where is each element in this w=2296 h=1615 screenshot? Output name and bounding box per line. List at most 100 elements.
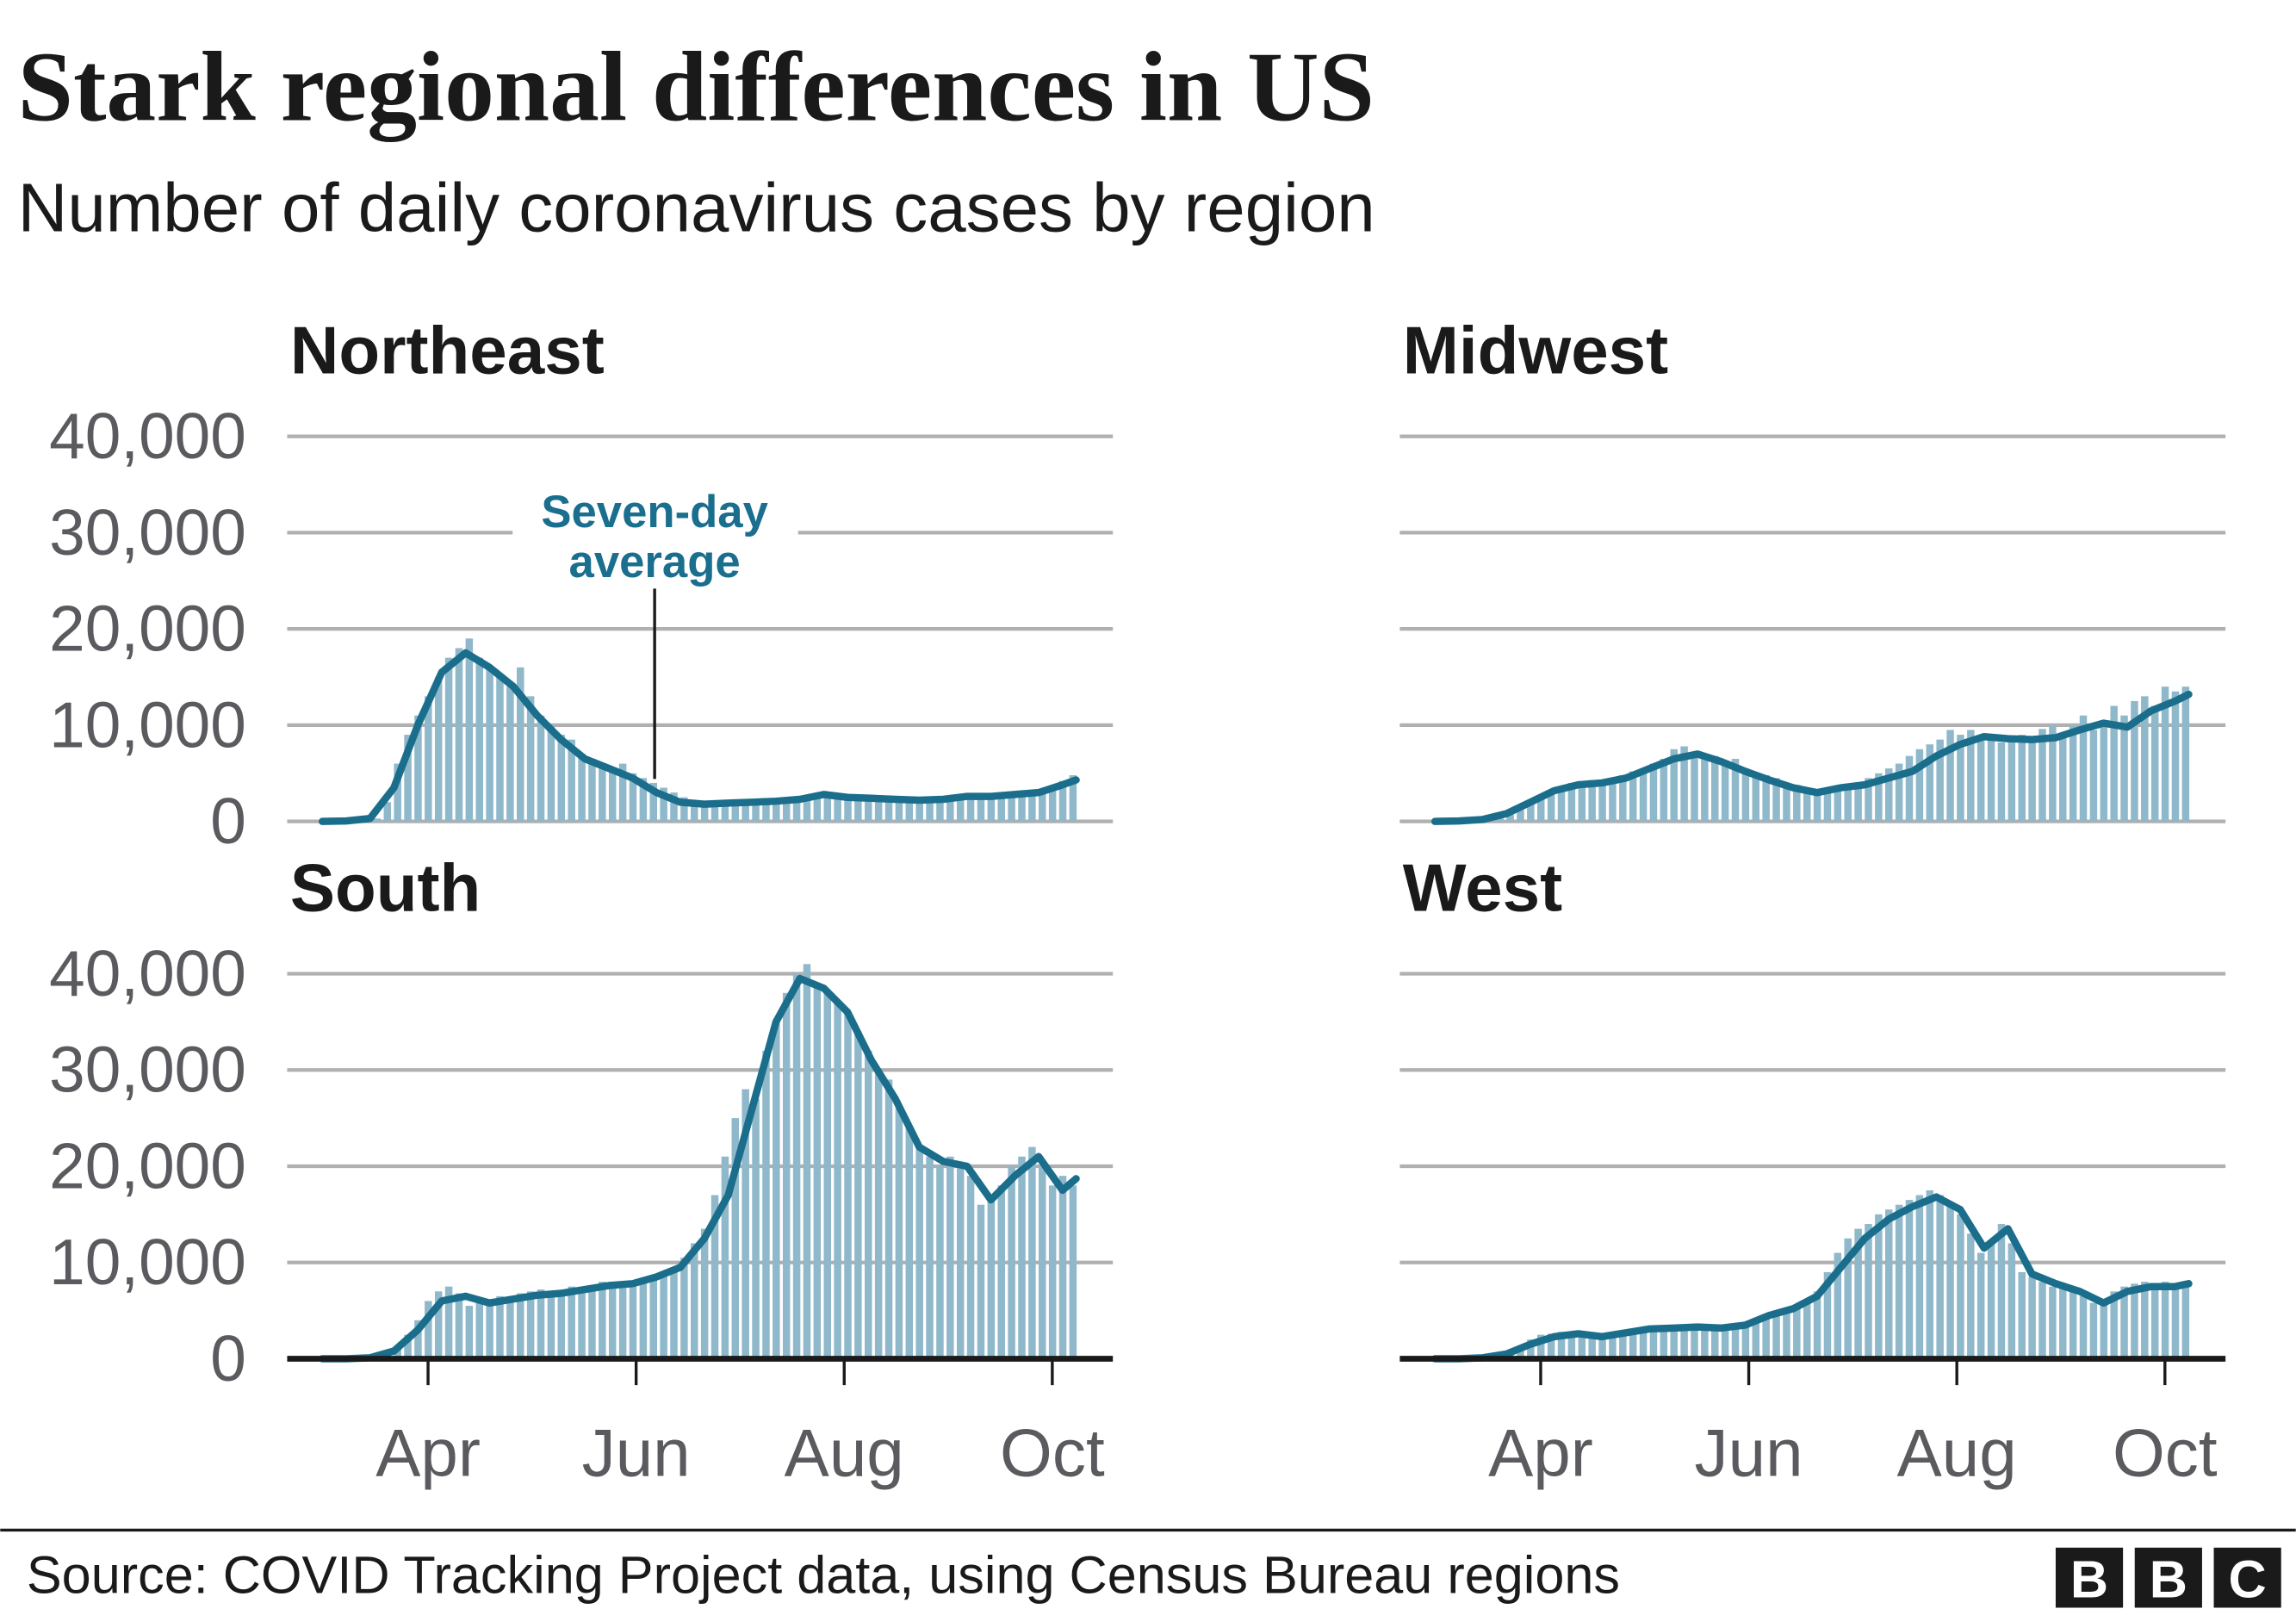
daily-bar: [1506, 814, 1514, 822]
daily-bar: [2028, 1276, 2036, 1359]
daily-bar: [537, 1289, 545, 1359]
daily-bar: [946, 797, 954, 822]
daily-bar: [414, 715, 422, 822]
daily-bar: [486, 1299, 493, 1359]
daily-bar: [2007, 1243, 2016, 1359]
daily-bar: [1578, 1334, 1586, 1359]
daily-bar: [1967, 1233, 1975, 1359]
daily-bar: [517, 667, 524, 822]
seven-day-average-line: [1430, 690, 2193, 825]
daily-bar: [1997, 1224, 2006, 1359]
daily-bar: [455, 1293, 463, 1359]
daily-bar: [2028, 739, 2036, 822]
daily-bar: [823, 792, 831, 822]
daily-bar: [2089, 730, 2098, 822]
daily-bar: [926, 800, 934, 822]
daily-bar: [2018, 1271, 2026, 1359]
y-tick-label: 30,000: [49, 1034, 246, 1106]
annotation: Seven-day average: [541, 487, 769, 780]
daily-bar: [1987, 1243, 1995, 1359]
daily-bar: [1609, 778, 1617, 822]
daily-bar: [905, 798, 914, 822]
x-tick-label: Jun: [582, 1415, 691, 1491]
daily-bar: [1680, 1326, 1688, 1359]
daily-bar: [475, 1302, 483, 1359]
daily-bar: [792, 973, 801, 1359]
daily-bar: [926, 1156, 934, 1359]
daily-bar: [1813, 1291, 1821, 1359]
region-title: West: [1403, 849, 1562, 925]
y-tick-label: 20,000: [49, 1129, 246, 1202]
daily-bar: [966, 795, 975, 822]
daily-bar: [557, 735, 566, 822]
daily-bar: [1875, 1214, 1883, 1359]
daily-bar: [936, 798, 944, 822]
daily-bar: [1803, 1301, 1811, 1359]
daily-bar: [1762, 775, 1770, 822]
daily-bar: [895, 800, 903, 822]
seven-day-average-line: [319, 649, 1080, 825]
y-tick-label: 30,000: [49, 496, 246, 568]
daily-bar: [1058, 1176, 1067, 1359]
daily-bar: [557, 1291, 566, 1359]
daily-bar: [762, 1050, 770, 1359]
daily-bar: [1598, 1335, 1606, 1359]
daily-bar: [465, 1306, 474, 1359]
daily-bar: [588, 1285, 596, 1359]
daily-bar: [1957, 1214, 1964, 1359]
daily-bar: [1865, 1224, 1872, 1359]
daily-bar: [742, 1089, 749, 1359]
daily-bar: [537, 715, 545, 822]
chart-title: Stark regional differences in US: [18, 32, 1374, 142]
region-title: Midwest: [1403, 312, 1668, 388]
daily-bar: [1823, 1271, 1832, 1359]
daily-bar: [1609, 1333, 1617, 1359]
daily-bar: [547, 1293, 555, 1359]
daily-bar: [1039, 790, 1046, 822]
daily-bar: [1915, 748, 1924, 822]
annotation-line2: average: [569, 537, 741, 587]
daily-bar: [1783, 782, 1790, 822]
daily-bar: [691, 1243, 698, 1359]
daily-bar: [874, 798, 883, 822]
daily-bar: [915, 801, 923, 822]
y-tick-label: 0: [210, 1322, 246, 1394]
daily-bar: [1578, 784, 1586, 822]
daily-bar: [1557, 1332, 1566, 1359]
daily-bar: [2049, 1286, 2057, 1359]
daily-bar: [1854, 1228, 1862, 1359]
daily-bar: [936, 1165, 944, 1359]
daily-bar: [649, 782, 657, 822]
daily-bar: [568, 739, 575, 822]
daily-bar: [2171, 691, 2180, 822]
daily-bar: [1772, 1312, 1780, 1359]
bbc-logo-b2: B: [2150, 1550, 2187, 1609]
daily-bar: [588, 758, 596, 822]
daily-bar: [834, 1002, 841, 1359]
daily-bar: [2100, 1299, 2108, 1359]
daily-bar: [854, 1031, 862, 1359]
daily-bar: [2150, 705, 2159, 822]
y-tick-label: 20,000: [49, 593, 246, 665]
daily-bar: [1670, 1326, 1678, 1359]
daily-bar: [1957, 735, 1964, 822]
daily-bar: [1008, 792, 1015, 822]
daily-bar: [773, 1022, 780, 1359]
daily-bar: [905, 1127, 914, 1359]
daily-bar: [884, 800, 893, 822]
daily-bar: [731, 1118, 740, 1359]
daily-bar: [1834, 786, 1842, 822]
daily-bar: [1915, 1195, 1924, 1359]
daily-bar: [1721, 761, 1729, 822]
daily-bar: [823, 992, 831, 1359]
daily-bar: [1619, 1332, 1627, 1359]
daily-bar: [1588, 1337, 1596, 1359]
daily-bar: [2131, 1283, 2138, 1359]
daily-bar: [1885, 1209, 1893, 1359]
daily-bar: [649, 1276, 657, 1359]
daily-bar: [1547, 1333, 1555, 1359]
daily-bar: [2007, 738, 2016, 822]
x-tick-label: Aug: [785, 1415, 904, 1491]
panels: Northeast 0 10,000 20,000 30,000 40,000 Midwes…: [49, 312, 2226, 1491]
